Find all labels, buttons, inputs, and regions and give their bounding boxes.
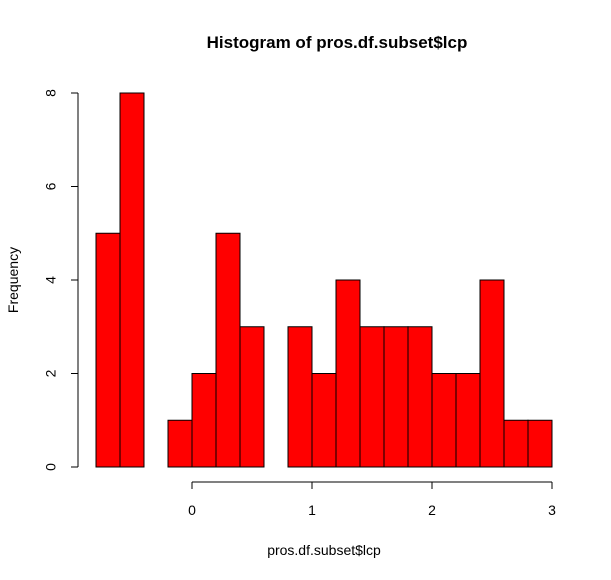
histogram-bar-13: [407, 326, 433, 468]
x-axis-label: pros.df.subset$lcp: [267, 542, 381, 558]
x-tick-label: 3: [548, 502, 556, 518]
histogram-bar-5: [215, 232, 241, 468]
histogram-bar-8: [287, 326, 313, 468]
y-tick-label: 0: [43, 463, 59, 471]
histogram-bar-17: [503, 419, 529, 468]
x-tick-label: 2: [428, 502, 436, 518]
y-tick-label: 8: [43, 89, 59, 97]
chart-title: Histogram of pros.df.subset$lcp: [207, 33, 468, 52]
histogram-bar-0: [95, 232, 121, 468]
histogram-bar-10: [335, 279, 361, 468]
x-tick-label: 0: [188, 502, 196, 518]
histogram-bar-16: [479, 279, 505, 468]
histogram-bar-9: [311, 373, 337, 468]
histogram-bar-14: [431, 373, 457, 468]
y-tick-label: 2: [43, 369, 59, 377]
histogram-bar-12: [383, 326, 409, 468]
y-axis-label: Frequency: [5, 247, 21, 313]
y-axis: 0 2 4 6 8: [43, 89, 79, 471]
histogram-bar-15: [455, 373, 481, 468]
histogram-bar-3: [167, 419, 193, 468]
histogram-bar-4: [191, 373, 217, 468]
histogram-bar-11: [359, 326, 385, 468]
x-tick-label: 1: [308, 502, 316, 518]
bars-group: [95, 92, 553, 468]
x-axis: 0 1 2 3: [188, 481, 556, 518]
histogram-bar-1: [119, 92, 145, 468]
y-tick-label: 4: [43, 276, 59, 284]
histogram-bar-6: [239, 326, 265, 468]
y-tick-label: 6: [43, 182, 59, 190]
histogram-bar-18: [527, 419, 553, 468]
